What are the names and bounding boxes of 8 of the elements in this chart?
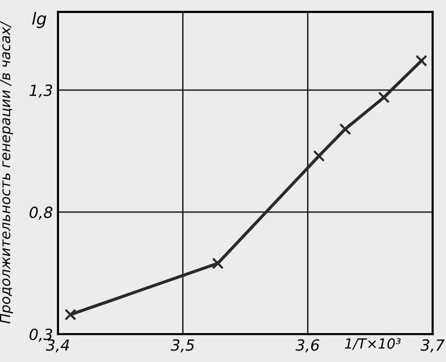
text: lg (32, 12, 46, 28)
x-tick-label: 3,6 (296, 339, 320, 352)
y-tick-label: 1,3 (30, 84, 52, 98)
x-axis-title: 1/T×10³ (344, 338, 401, 350)
y-tick-label: 0,8 (30, 206, 52, 220)
x-tick-label: 3,5 (170, 339, 194, 352)
x-tick-label: 3,7 (420, 339, 445, 352)
y-axis-title: Продолжительность генерации /в часах/ (0, 20, 14, 324)
